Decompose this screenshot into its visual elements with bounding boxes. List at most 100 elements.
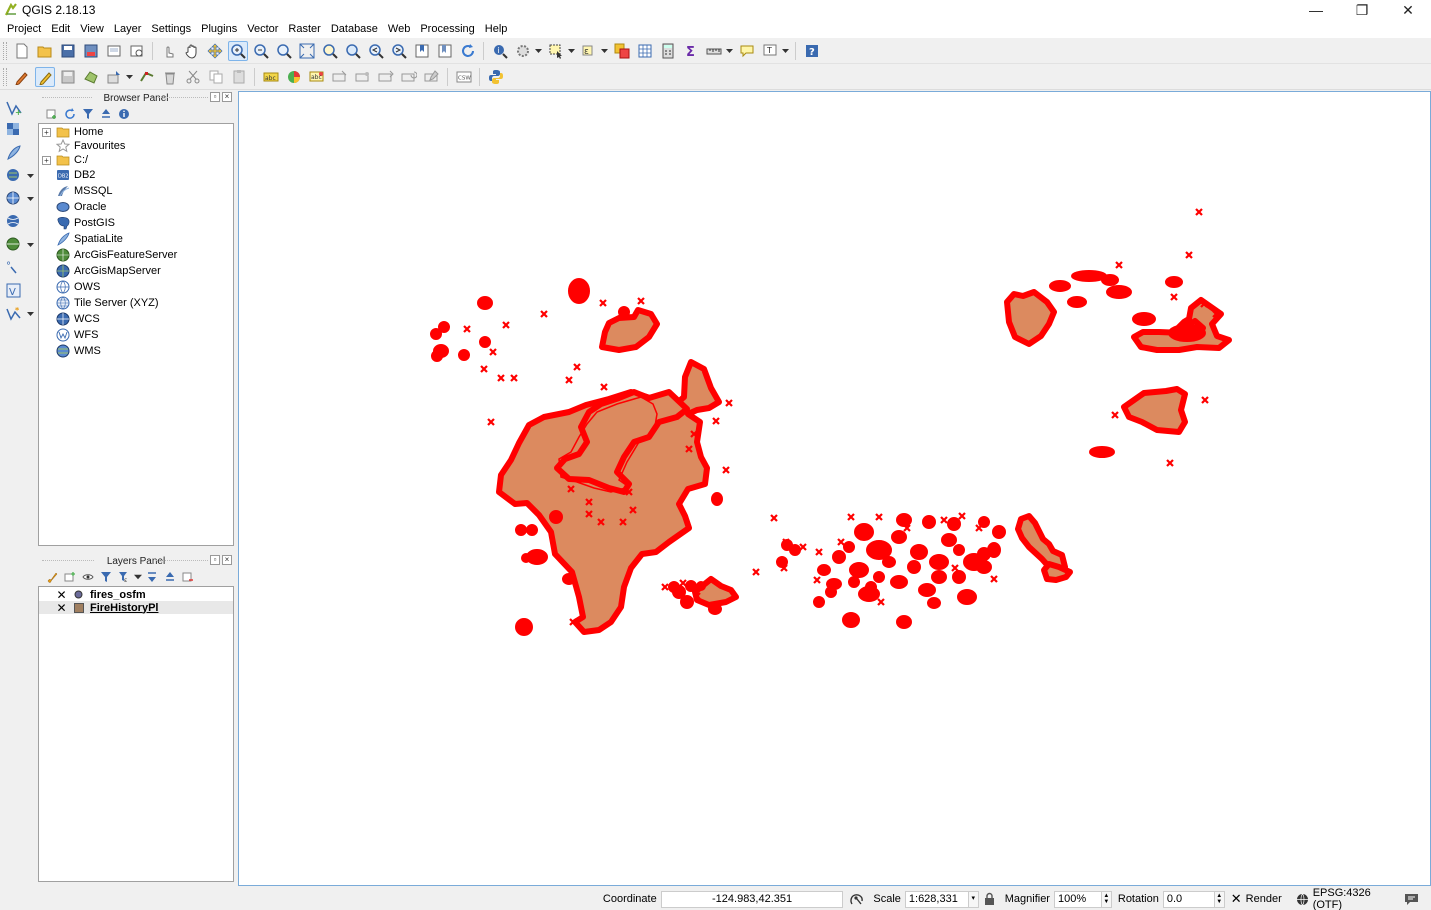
rotation-spinner[interactable]: ▲ ▼ — [1214, 890, 1225, 908]
browser-item-wms[interactable]: WMS — [55, 343, 101, 359]
highlight-pinned-button[interactable] — [330, 67, 350, 87]
layer-item-firehistorypl[interactable]: ✕ FireHistoryPl — [39, 600, 233, 615]
action-dropdown[interactable] — [534, 41, 542, 61]
statistical-summary-button[interactable]: Σ — [681, 41, 701, 61]
measure-dropdown[interactable] — [725, 41, 733, 61]
zoom-to-layer-button[interactable] — [343, 41, 363, 61]
zoom-full-button[interactable] — [297, 41, 317, 61]
browser-item-oracle[interactable]: Oracle — [55, 199, 106, 215]
collapse-all-button[interactable] — [162, 569, 178, 585]
pan-map-button[interactable] — [182, 41, 202, 61]
zoom-to-selection-button[interactable] — [320, 41, 340, 61]
remove-layer-button[interactable] — [180, 569, 196, 585]
add-raster-layer-button[interactable] — [4, 120, 24, 140]
toggle-extents-icon[interactable] — [848, 890, 866, 908]
filter-legend-button[interactable] — [98, 569, 114, 585]
node-tool-button[interactable] — [137, 67, 157, 87]
new-print-composer-button[interactable] — [104, 41, 124, 61]
wms-dropdown[interactable] — [26, 166, 34, 186]
layer-labeling-button[interactable]: abc — [261, 67, 281, 87]
run-feature-action-button[interactable] — [513, 41, 533, 61]
menu-database[interactable]: Database — [330, 23, 378, 35]
close-panel-button[interactable]: × — [222, 555, 232, 565]
browser-item-postgis[interactable]: PostGIS — [55, 215, 115, 231]
toolbar-handle[interactable] — [3, 41, 7, 60]
menu-edit[interactable]: Edit — [51, 23, 71, 35]
composer-manager-button[interactable] — [127, 41, 147, 61]
restore-button[interactable]: ❐ — [1355, 1, 1369, 18]
show-bookmarks-button[interactable] — [435, 41, 455, 61]
add-vector-layer-button[interactable]: + — [4, 97, 24, 117]
menu-vector[interactable]: Vector — [247, 23, 279, 35]
identify-button[interactable]: i — [490, 41, 510, 61]
help-button[interactable]: ? — [802, 41, 822, 61]
open-attribute-table-button[interactable] — [635, 41, 655, 61]
deselect-all-button[interactable] — [612, 41, 632, 61]
menu-plugins[interactable]: Plugins — [201, 23, 238, 35]
save-layer-edits-button[interactable] — [58, 67, 78, 87]
browser-item-wfs[interactable]: WFS — [55, 327, 98, 343]
new-layer-dropdown[interactable] — [26, 304, 34, 324]
expand-toggle[interactable]: + — [42, 155, 51, 165]
filter-dropdown[interactable] — [134, 569, 142, 585]
float-panel-button[interactable]: ▫ — [210, 555, 220, 565]
move-dropdown[interactable] — [125, 67, 133, 87]
delete-selected-button[interactable] — [160, 67, 180, 87]
lock-scale-icon[interactable] — [983, 891, 997, 907]
save-project-button[interactable] — [58, 41, 78, 61]
wcs-dropdown[interactable] — [26, 189, 34, 209]
browser-item-mssql[interactable]: MSSQL — [55, 183, 113, 199]
zoom-in-button[interactable] — [227, 40, 248, 61]
arcgis-dropdown[interactable] — [26, 235, 34, 255]
change-label-button[interactable] — [422, 67, 442, 87]
menu-help[interactable]: Help — [484, 23, 508, 35]
pan-to-selection-button[interactable] — [205, 41, 225, 61]
open-project-button[interactable] — [35, 41, 55, 61]
map-render[interactable] — [239, 92, 1430, 885]
layer-visibility-checkbox[interactable]: ✕ — [56, 600, 67, 615]
collapse-all-button[interactable] — [98, 106, 114, 122]
move-label-button[interactable] — [376, 67, 396, 87]
new-project-button[interactable] — [12, 41, 32, 61]
expand-toggle[interactable]: + — [42, 127, 51, 137]
save-as-button[interactable] — [81, 41, 101, 61]
browser-refresh-button[interactable] — [62, 106, 78, 122]
metasearch-csw-button[interactable]: CSW — [454, 67, 474, 87]
add-wfs-layer-button[interactable] — [4, 212, 24, 232]
expression-dropdown[interactable] — [600, 41, 608, 61]
annotation-dropdown[interactable] — [781, 41, 789, 61]
map-tips-button[interactable] — [737, 41, 757, 61]
map-canvas[interactable] — [238, 91, 1431, 886]
add-delimited-text-button[interactable]: ° — [4, 258, 24, 278]
zoom-last-button[interactable] — [366, 41, 386, 61]
browser-item-favourites[interactable]: Favourites — [55, 138, 125, 154]
field-calculator-button[interactable] — [658, 41, 678, 61]
pin-labels-button[interactable]: abc — [307, 67, 327, 87]
add-virtual-layer-button[interactable]: V — [4, 281, 24, 301]
browser-item-arcgis-map-server[interactable]: ArcGisMapServer — [55, 263, 161, 279]
menu-project[interactable]: Project — [7, 23, 42, 35]
paste-features-button[interactable] — [229, 67, 249, 87]
digitize-feature-button[interactable] — [81, 67, 101, 87]
browser-item-home[interactable]: + Home — [42, 124, 103, 140]
open-layer-styling-button[interactable] — [44, 569, 60, 585]
coordinate-field[interactable]: -124.983,42.351 — [660, 890, 844, 908]
filter-by-expression-button[interactable]: ε — [116, 569, 132, 585]
browser-item-arcgis-feature-server[interactable]: ArcGisFeatureServer — [55, 247, 177, 263]
touch-zoom-button[interactable] — [159, 41, 179, 61]
close-panel-button[interactable]: × — [222, 92, 232, 102]
manage-map-themes-button[interactable] — [80, 569, 96, 585]
copy-features-button[interactable] — [206, 67, 226, 87]
close-button[interactable]: ✕ — [1402, 1, 1414, 18]
float-panel-button[interactable]: ▫ — [210, 92, 220, 102]
minimize-button[interactable]: — — [1309, 2, 1323, 18]
add-group-button[interactable] — [62, 569, 78, 585]
new-bookmark-button[interactable] — [412, 41, 432, 61]
python-console-button[interactable] — [486, 67, 506, 87]
toolbar-handle[interactable] — [3, 67, 7, 86]
scale-field[interactable]: 1:628,331 — [904, 890, 969, 908]
menu-settings[interactable]: Settings — [151, 23, 192, 35]
layer-visibility-checkbox[interactable]: ✕ — [56, 587, 67, 602]
browser-item-spatialite[interactable]: SpatiaLite — [55, 231, 123, 247]
crs-status[interactable]: EPSG:4326 (OTF) — [1312, 887, 1371, 910]
